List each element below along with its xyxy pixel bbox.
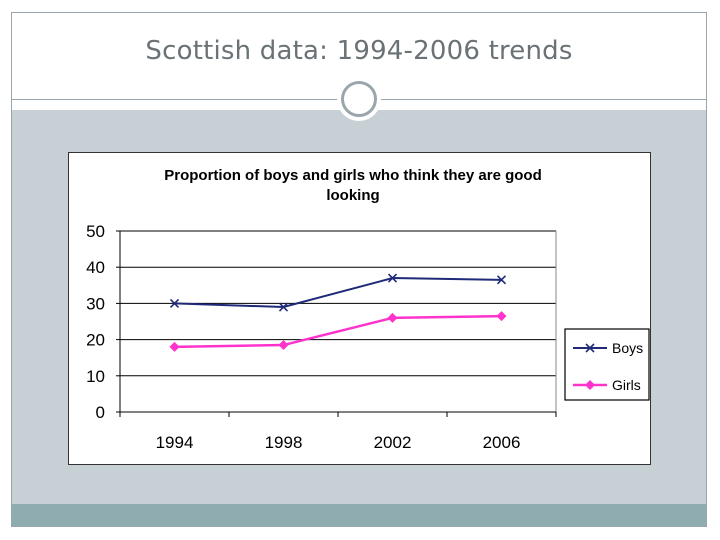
legend-label-girls: Girls bbox=[612, 377, 641, 393]
y-tick-label: 30 bbox=[86, 294, 105, 313]
marker-stroke bbox=[496, 275, 507, 285]
y-tick-label: 40 bbox=[86, 258, 105, 277]
x-tick-label: 1994 bbox=[156, 433, 194, 452]
chart-title-line: looking bbox=[326, 187, 379, 204]
y-tick-label: 20 bbox=[86, 331, 105, 350]
y-tick-labels: 0 10 20 30 40 50 bbox=[86, 222, 105, 422]
marker-stroke bbox=[278, 302, 289, 312]
x-tick-label: 2006 bbox=[483, 433, 521, 452]
y-tick-label: 50 bbox=[86, 222, 105, 241]
grid-lines bbox=[120, 230, 557, 412]
data-point-boys bbox=[387, 273, 398, 283]
chart-title-line: Proportion of boys and girls who think t… bbox=[164, 167, 542, 184]
series bbox=[169, 273, 507, 352]
legend-label-boys: Boys bbox=[612, 340, 643, 356]
data-point-girls bbox=[278, 340, 289, 351]
data-point-boys bbox=[496, 275, 507, 285]
legend: Boys Girls bbox=[564, 328, 650, 401]
y-tick-label: 10 bbox=[86, 367, 105, 386]
series-line-girls bbox=[174, 314, 502, 349]
data-point-girls bbox=[496, 311, 507, 322]
data-point-boys bbox=[278, 302, 289, 312]
data-point-girls bbox=[387, 312, 398, 323]
x-tick-label: 2002 bbox=[374, 433, 412, 452]
series-line-boys bbox=[174, 277, 502, 309]
y-tick-label: 0 bbox=[96, 403, 105, 422]
marker-stroke bbox=[585, 343, 595, 353]
legend-marker-girls bbox=[585, 380, 595, 390]
chart-title: Proportion of boys and girls who think t… bbox=[164, 167, 542, 204]
data-point-girls bbox=[169, 341, 180, 352]
x-tick-label: 1998 bbox=[265, 433, 303, 452]
legend-marker-boys bbox=[585, 343, 595, 353]
axes bbox=[116, 230, 557, 417]
chart-container: Proportion of boys and girls who think t… bbox=[68, 152, 651, 465]
marker-stroke bbox=[387, 273, 398, 283]
marker-stroke bbox=[169, 298, 180, 308]
data-point-boys bbox=[169, 298, 180, 308]
x-tick-labels: 1994 1998 2002 2006 bbox=[156, 433, 521, 452]
footer-bar bbox=[12, 504, 706, 526]
ring-ornament-icon bbox=[337, 77, 381, 121]
legend-box bbox=[564, 328, 650, 401]
slide-title: Scottish data: 1994-2006 trends bbox=[145, 36, 573, 66]
line-chart: Proportion of boys and girls who think t… bbox=[86, 167, 650, 452]
